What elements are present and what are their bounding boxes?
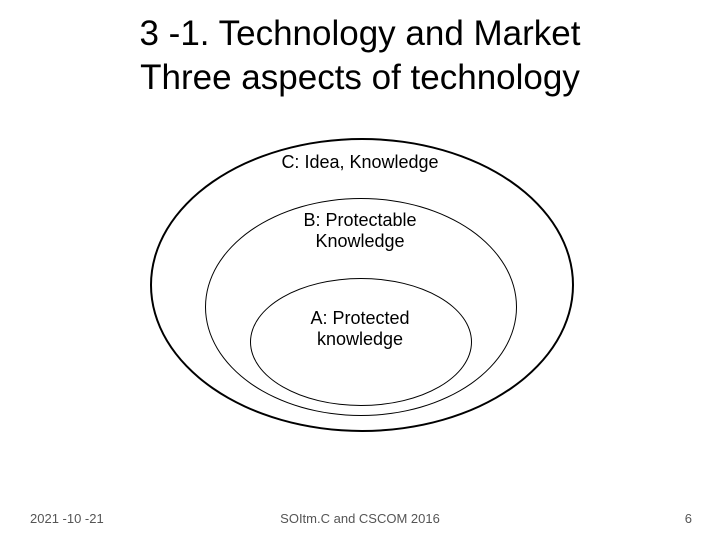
ellipse-label-B: B: ProtectableKnowledge (205, 210, 515, 251)
slide-title: 3 -1. Technology and Market Three aspect… (0, 12, 720, 100)
title-line-1: 3 -1. Technology and Market (0, 12, 720, 56)
footer-page: 6 (685, 511, 692, 526)
ellipse-label-A: A: Protectedknowledge (250, 308, 470, 349)
title-line-2: Three aspects of technology (0, 56, 720, 100)
nested-ellipse-diagram: C: Idea, Knowledge B: ProtectableKnowledg… (150, 138, 570, 428)
footer-credit: SOItm.C and CSCOM 2016 (0, 511, 720, 526)
ellipse-label-C: C: Idea, Knowledge (150, 152, 570, 173)
